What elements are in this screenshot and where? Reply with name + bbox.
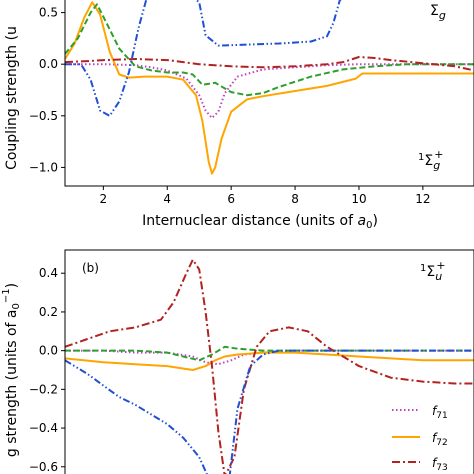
b-symmetry-sigma: Σ	[426, 264, 435, 280]
x-label-suffix: )	[372, 213, 377, 229]
clipped-sigma: Σ	[430, 3, 439, 19]
panel-b: 0.4 0.2 0.0 −0.2 −0.4 −0.6 g strength (units …	[1, 249, 474, 474]
x-label-prefix: Internuclear distance (units of	[142, 213, 357, 229]
x-tick-label: 8	[291, 192, 299, 206]
legend-label-f72: f72	[432, 431, 448, 448]
symmetry-sigma: Σ	[424, 153, 433, 169]
x-label-subscript: 0	[366, 220, 372, 231]
x-label-variable: a	[357, 213, 366, 229]
panel-a-frame	[64, 0, 474, 187]
series-f72-line	[65, 351, 474, 371]
series-f71-line	[65, 63, 474, 119]
legend-entry-f72: f72	[392, 431, 448, 448]
x-tick-label: 4	[163, 192, 171, 206]
legend-entry-f71: f71	[392, 404, 448, 421]
series-f73-line	[65, 258, 474, 474]
panel-a: 0.50.0−0.5−1.02 4 6 8 10 12 Coupling strength…	[4, 0, 474, 231]
panel-b-frame	[64, 249, 474, 474]
panel-a-ticks: 0.5 0.0 −0.5 −1.0 2 4 6 8 10 12	[29, 6, 431, 206]
symmetry-subscript: g	[433, 159, 440, 172]
series-f73-line	[65, 56, 474, 72]
panel-b-symmetry-label: 1Σu+	[420, 259, 445, 283]
y-tick-label: −0.4	[29, 421, 58, 435]
panel-a-y-axis-label: Coupling strength (u	[4, 26, 20, 170]
x-tick-label: 6	[227, 192, 235, 206]
x-tick-label: 2	[100, 192, 108, 206]
clipped-subscript: g	[439, 9, 446, 22]
y-tick-label: −0.2	[29, 382, 58, 396]
legend-entry-f73: f73	[392, 456, 448, 473]
b-symmetry-multiplicity: 1	[420, 263, 426, 274]
panel-a-x-axis-label: Internuclear distance (units of a0)	[142, 213, 378, 231]
b-ylabel-superscript: −1	[1, 288, 12, 303]
legend-label-f71: f71	[432, 404, 448, 421]
series-blue-line	[65, 0, 342, 117]
x-tick-label: 10	[351, 192, 366, 206]
b-symmetry-superscript: +	[436, 259, 445, 272]
series-blue-line	[65, 349, 474, 474]
panel-a-symmetry-label: 1Σg+	[418, 148, 443, 172]
legend-label-f73: f73	[432, 456, 448, 473]
series-green-line	[65, 3, 474, 97]
symmetry-superscript: +	[434, 148, 443, 161]
series-f72-line	[65, 1, 474, 175]
b-symmetry-subscript: u	[435, 270, 442, 283]
y-tick-label: 0.5	[39, 6, 58, 20]
panel-b-label: (b)	[82, 261, 99, 275]
y-tick-label: 0.0	[39, 57, 58, 71]
y-tick-label: −0.5	[29, 109, 58, 123]
y-tick-label: −1.0	[29, 160, 58, 174]
panel-a-curves	[65, 0, 474, 175]
panel-a-clipped-symmetry-label: Σg	[430, 3, 446, 22]
x-tick-label: 12	[415, 192, 430, 206]
panel-b-y-axis-label: g strength (units of a0−1)	[1, 283, 22, 457]
legend: f71 f72 f73	[392, 404, 448, 473]
b-ylabel-subscript: 0	[11, 303, 22, 309]
b-ylabel-end: )	[4, 283, 20, 288]
panel-b-curves	[65, 258, 474, 474]
panel-b-ticks: 0.4 0.2 0.0 −0.2 −0.4 −0.6	[29, 266, 65, 474]
y-tick-label: 0.2	[39, 305, 58, 319]
y-tick-label: −0.6	[29, 460, 58, 474]
y-tick-label: 0.4	[39, 266, 58, 280]
b-ylabel-main: g strength (units of a	[4, 309, 20, 457]
y-tick-label: 0.0	[39, 344, 58, 358]
symmetry-multiplicity: 1	[418, 152, 424, 163]
